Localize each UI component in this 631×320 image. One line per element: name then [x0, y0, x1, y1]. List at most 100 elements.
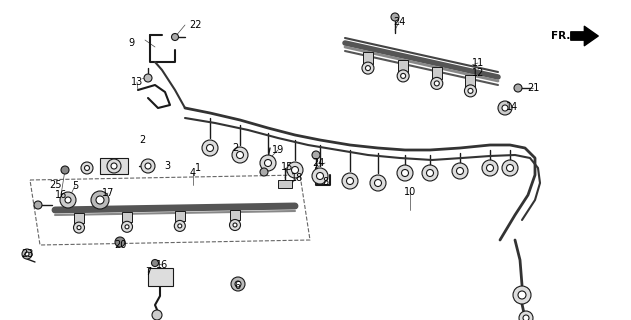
Circle shape [73, 222, 85, 233]
Circle shape [365, 66, 370, 71]
Circle shape [342, 173, 358, 189]
Text: FR.: FR. [551, 31, 570, 41]
Circle shape [233, 223, 237, 227]
Text: 1: 1 [195, 163, 201, 173]
Text: 5: 5 [72, 181, 78, 191]
Circle shape [172, 34, 179, 41]
Text: 20: 20 [114, 240, 126, 250]
Circle shape [235, 281, 241, 287]
Text: 12: 12 [472, 68, 484, 78]
Circle shape [115, 237, 125, 247]
Circle shape [502, 105, 508, 111]
Circle shape [260, 155, 276, 171]
Text: 24: 24 [312, 158, 324, 168]
Bar [74, 212, 84, 223]
Bar [230, 210, 240, 220]
Circle shape [264, 159, 271, 166]
Circle shape [292, 166, 298, 173]
Circle shape [434, 81, 439, 86]
Circle shape [431, 77, 443, 89]
Text: 18: 18 [291, 173, 303, 183]
Bar [466, 75, 476, 87]
Circle shape [125, 225, 129, 229]
Circle shape [230, 220, 240, 230]
Bar [398, 60, 408, 72]
Text: 17: 17 [102, 188, 114, 198]
Circle shape [362, 62, 374, 74]
Circle shape [202, 140, 218, 156]
Text: 24: 24 [393, 17, 405, 27]
Circle shape [96, 196, 104, 204]
Circle shape [206, 145, 213, 151]
Text: 7: 7 [145, 267, 151, 277]
Circle shape [502, 160, 518, 176]
Circle shape [464, 85, 476, 97]
Bar [100, 158, 128, 174]
Circle shape [518, 291, 526, 299]
Text: 22: 22 [190, 20, 203, 30]
Circle shape [91, 191, 109, 209]
Text: 4: 4 [190, 168, 196, 178]
Circle shape [498, 101, 512, 115]
Circle shape [77, 226, 81, 230]
Text: 6: 6 [234, 281, 240, 291]
Circle shape [174, 220, 186, 231]
Bar [363, 52, 373, 64]
Circle shape [237, 151, 244, 158]
Circle shape [111, 163, 117, 169]
Circle shape [61, 166, 69, 174]
Circle shape [456, 167, 464, 174]
Circle shape [519, 311, 533, 320]
Circle shape [401, 73, 406, 78]
Circle shape [397, 70, 409, 82]
Circle shape [391, 13, 399, 21]
Text: 16: 16 [55, 190, 67, 200]
Circle shape [507, 164, 514, 172]
Circle shape [401, 170, 408, 177]
Text: 2: 2 [232, 143, 238, 153]
Circle shape [152, 310, 162, 320]
Circle shape [122, 221, 133, 232]
Circle shape [144, 74, 152, 82]
Text: 19: 19 [272, 145, 284, 155]
Circle shape [231, 277, 245, 291]
Circle shape [422, 165, 438, 181]
Circle shape [287, 162, 303, 178]
Text: 9: 9 [128, 38, 134, 48]
Text: 8: 8 [322, 177, 328, 187]
Circle shape [232, 147, 248, 163]
Circle shape [312, 168, 328, 184]
Text: 16: 16 [156, 260, 168, 270]
Circle shape [65, 197, 71, 203]
Circle shape [523, 315, 529, 320]
Circle shape [85, 165, 90, 171]
Text: 25: 25 [49, 180, 61, 190]
Circle shape [468, 88, 473, 93]
Circle shape [513, 286, 531, 304]
Circle shape [260, 168, 268, 176]
Circle shape [141, 159, 155, 173]
Circle shape [60, 192, 76, 208]
Circle shape [81, 162, 93, 174]
Circle shape [487, 164, 493, 172]
Circle shape [25, 252, 29, 256]
Circle shape [178, 224, 182, 228]
Text: 14: 14 [506, 102, 518, 112]
Bar [432, 68, 442, 79]
Text: 15: 15 [281, 162, 293, 172]
Bar [278, 180, 292, 188]
Circle shape [482, 160, 498, 176]
Circle shape [145, 163, 151, 169]
Circle shape [312, 151, 320, 159]
Circle shape [346, 178, 353, 185]
Bar [175, 211, 185, 221]
Text: 10: 10 [404, 187, 416, 197]
Circle shape [452, 163, 468, 179]
Circle shape [370, 175, 386, 191]
Circle shape [22, 249, 32, 259]
Circle shape [107, 159, 121, 173]
Bar [122, 212, 132, 222]
Text: 23: 23 [21, 249, 33, 259]
FancyArrowPatch shape [571, 26, 598, 46]
Text: 3: 3 [164, 161, 170, 171]
